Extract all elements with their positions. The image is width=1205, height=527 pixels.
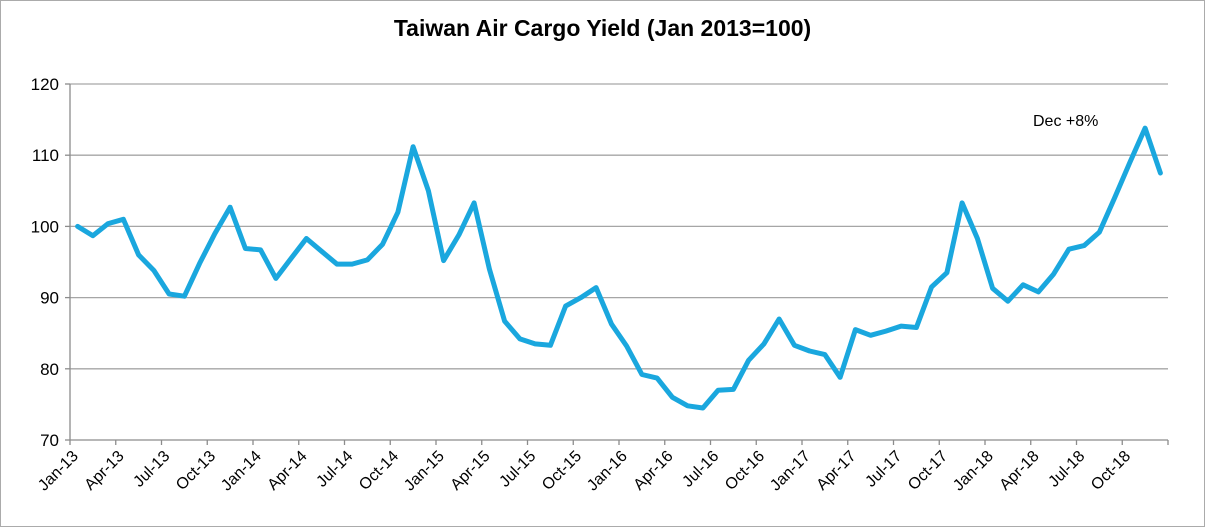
x-axis-label: Jan-13: [35, 448, 82, 495]
x-axis-label: Apr-13: [82, 448, 128, 494]
y-axis-label: 100: [31, 217, 59, 236]
x-axis-label: Oct-15: [539, 448, 585, 494]
x-axis-label: Apr-14: [265, 448, 311, 494]
x-axis-label: Jan-15: [401, 448, 448, 495]
x-axis-label: Jul-17: [862, 448, 905, 491]
x-axis-label: Apr-17: [814, 448, 860, 494]
y-axis-label: 80: [40, 360, 59, 379]
x-axis-label: Oct-13: [173, 448, 219, 494]
x-axis-label: Jul-18: [1045, 448, 1088, 491]
x-axis-label: Apr-15: [448, 448, 494, 494]
y-axis-label: 70: [40, 431, 59, 450]
annotation-dec: Dec +8%: [1033, 113, 1099, 130]
x-axis-label: Oct-18: [1088, 448, 1134, 494]
x-axis-label: Jul-14: [313, 448, 356, 491]
x-axis-label: Jan-16: [584, 448, 631, 495]
series-line: [75, 125, 1163, 411]
x-axis-label: Jul-16: [679, 448, 722, 491]
x-axis-label: Jan-14: [218, 448, 265, 495]
x-axis-label: Jul-15: [496, 448, 539, 491]
chart-title: Taiwan Air Cargo Yield (Jan 2013=100): [393, 15, 812, 41]
x-axis-label: Oct-14: [356, 448, 402, 494]
x-axis-label: Apr-18: [997, 448, 1043, 494]
x-axis-label: Jul-13: [130, 448, 173, 491]
x-axis-label: Jan-18: [950, 448, 997, 495]
y-axis-label: 90: [40, 289, 59, 308]
x-axis-label: Oct-17: [905, 448, 951, 494]
y-axis-label: 120: [31, 75, 59, 94]
x-axis-label: Apr-16: [631, 448, 677, 494]
x-axis-label: Oct-16: [722, 448, 768, 494]
x-axis-label: Jan-17: [767, 448, 814, 495]
y-axis-label: 110: [32, 146, 59, 165]
